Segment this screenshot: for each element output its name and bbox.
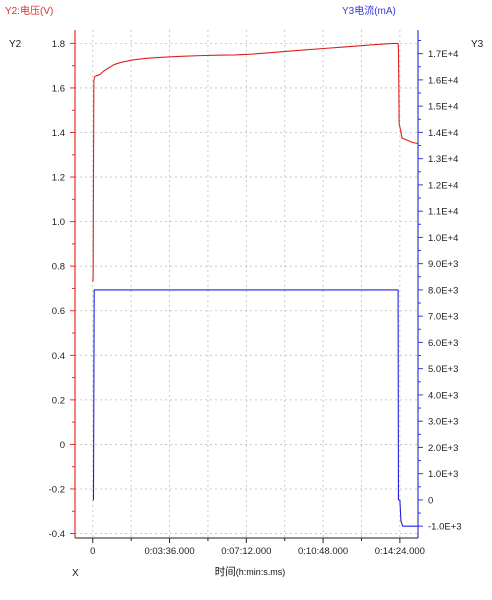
- right-axis-name: Y3: [471, 39, 484, 50]
- right-axis-tick-label: 2.0E+3: [428, 443, 458, 454]
- left-axis-title: Y2:电压(V): [5, 4, 53, 17]
- left-axis-tick-label: 0.8: [52, 262, 65, 273]
- voltage-series-line: [92, 42, 419, 282]
- current-series-line: [92, 289, 418, 527]
- x-axis-name: X: [72, 568, 79, 579]
- right-axis-tick-label: 7.0E+3: [428, 312, 458, 323]
- right-axis-tick-label: 1.5E+4: [428, 102, 458, 113]
- left-axis-tick-label: 0.6: [52, 306, 65, 317]
- ticks: -0.4 -0.2 0 0.2 0.4 0.6 0.8 1.0 1.2 1.4 1.6 1.8 -1.0…: [49, 39, 462, 557]
- left-axis-tick-label: -0.4: [49, 529, 65, 540]
- x-axis-tick-label: 0:03:36.000: [144, 546, 194, 557]
- right-axis-tick-label: 5.0E+3: [428, 364, 458, 375]
- grid: [75, 30, 418, 538]
- right-axis-tick-label: 1.0E+3: [428, 469, 458, 480]
- right-axis-title: Y3电流(mA): [342, 4, 396, 17]
- left-axis-name: Y2: [9, 39, 22, 50]
- right-axis-tick-label: 1.4E+4: [428, 128, 458, 139]
- left-axis-tick-label: 1.0: [52, 217, 65, 228]
- right-axis-tick-label: -1.0E+3: [428, 522, 462, 533]
- x-axis-title: 时间(h:min:s.ms): [215, 565, 286, 578]
- left-axis-tick-label: 0.4: [52, 351, 65, 362]
- right-axis-tick-label: 8.0E+3: [428, 285, 458, 296]
- left-axis-tick-label: 1.2: [52, 173, 65, 184]
- plot-area: [75, 30, 418, 538]
- right-axis-tick-label: 4.0E+3: [428, 390, 458, 401]
- left-axis-tick-label: 0.2: [52, 395, 65, 406]
- left-axis-tick-label: -0.2: [49, 484, 65, 495]
- series-layer: [92, 42, 419, 527]
- right-axis-tick-label: 1.0E+4: [428, 233, 458, 244]
- left-axis-tick-label: 1.6: [52, 83, 65, 94]
- right-axis-tick-label: 6.0E+3: [428, 338, 458, 349]
- x-axis-tick-label: 0:10:48.000: [298, 546, 348, 557]
- x-axis-tick-label: 0:07:12.000: [221, 546, 271, 557]
- right-axis-tick-label: 9.0E+3: [428, 259, 458, 270]
- right-axis-tick-label: 1.3E+4: [428, 154, 458, 165]
- left-axis-tick-label: 1.8: [52, 39, 65, 50]
- right-axis-tick-label: 0: [428, 495, 433, 506]
- right-axis-tick-label: 1.1E+4: [428, 207, 458, 218]
- right-axis-tick-label: 1.2E+4: [428, 180, 458, 191]
- x-axis-tick-label: 0: [90, 546, 95, 557]
- right-axis-tick-label: 1.7E+4: [428, 49, 458, 60]
- right-axis-tick-label: 3.0E+3: [428, 417, 458, 428]
- left-axis-tick-label: 1.4: [52, 128, 65, 139]
- left-axis-tick-label: 0: [60, 440, 65, 451]
- right-axis-tick-label: 1.6E+4: [428, 75, 458, 86]
- x-axis-tick-label: 0:14:24.000: [375, 546, 425, 557]
